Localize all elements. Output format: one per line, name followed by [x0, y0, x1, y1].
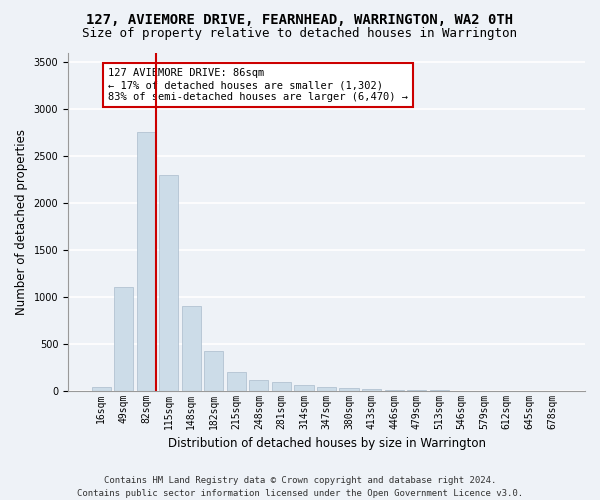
- Bar: [250, 380, 268, 390]
- Y-axis label: Number of detached properties: Number of detached properties: [15, 128, 28, 314]
- Text: 127 AVIEMORE DRIVE: 86sqm
← 17% of detached houses are smaller (1,302)
83% of se: 127 AVIEMORE DRIVE: 86sqm ← 17% of detac…: [108, 68, 408, 102]
- Bar: [92, 387, 110, 390]
- Bar: [114, 288, 133, 391]
- Bar: [227, 372, 246, 390]
- Bar: [362, 389, 381, 390]
- Text: Size of property relative to detached houses in Warrington: Size of property relative to detached ho…: [83, 28, 517, 40]
- Bar: [340, 388, 359, 390]
- X-axis label: Distribution of detached houses by size in Warrington: Distribution of detached houses by size …: [167, 437, 485, 450]
- Bar: [159, 174, 178, 390]
- Bar: [272, 382, 291, 390]
- Bar: [137, 132, 156, 390]
- Bar: [295, 385, 314, 390]
- Bar: [204, 351, 223, 391]
- Text: 127, AVIEMORE DRIVE, FEARNHEAD, WARRINGTON, WA2 0TH: 127, AVIEMORE DRIVE, FEARNHEAD, WARRINGT…: [86, 12, 514, 26]
- Bar: [182, 306, 201, 390]
- Bar: [317, 387, 336, 390]
- Text: Contains HM Land Registry data © Crown copyright and database right 2024.
Contai: Contains HM Land Registry data © Crown c…: [77, 476, 523, 498]
